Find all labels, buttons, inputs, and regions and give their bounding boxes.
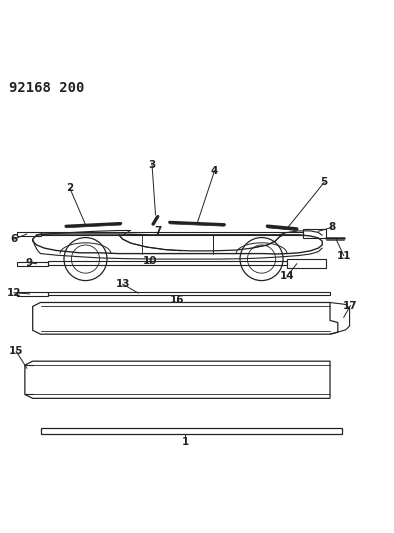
Text: 15: 15 xyxy=(9,346,24,357)
Text: 9: 9 xyxy=(25,257,32,268)
Text: 6: 6 xyxy=(10,234,18,244)
Text: 3: 3 xyxy=(149,160,156,170)
Text: 12: 12 xyxy=(7,288,21,298)
Text: 10: 10 xyxy=(143,256,157,266)
Text: 1: 1 xyxy=(182,437,189,447)
Text: 4: 4 xyxy=(211,166,218,176)
Text: 11: 11 xyxy=(336,251,351,261)
Text: 14: 14 xyxy=(280,271,294,281)
Text: 17: 17 xyxy=(343,301,358,311)
Text: 13: 13 xyxy=(115,279,130,289)
Text: 16: 16 xyxy=(170,295,185,305)
Text: 92168 200: 92168 200 xyxy=(9,80,85,95)
Text: 7: 7 xyxy=(154,227,162,236)
Text: 8: 8 xyxy=(328,222,336,232)
Text: 5: 5 xyxy=(321,177,328,188)
Text: 2: 2 xyxy=(66,183,73,193)
